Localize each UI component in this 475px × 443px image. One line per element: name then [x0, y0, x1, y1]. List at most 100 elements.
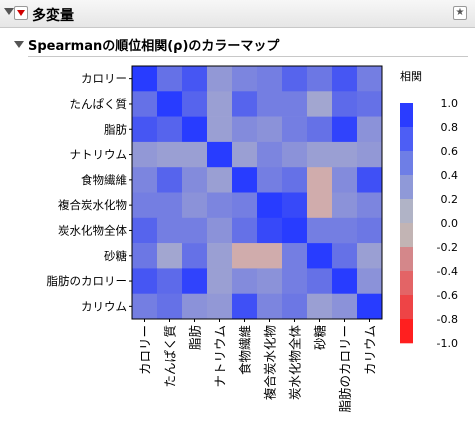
- heatmap-cell[interactable]: [207, 268, 233, 294]
- heatmap-cell[interactable]: [157, 268, 183, 294]
- heatmap-cell[interactable]: [182, 141, 208, 168]
- heatmap-cell[interactable]: [232, 141, 258, 168]
- heatmap-cell[interactable]: [332, 167, 358, 193]
- heatmap-cell[interactable]: [357, 192, 383, 219]
- heatmap-cell[interactable]: [332, 293, 358, 320]
- star-icon[interactable]: ★: [453, 6, 467, 20]
- heatmap-cell[interactable]: [157, 243, 183, 269]
- heatmap-cell[interactable]: [282, 66, 308, 92]
- heatmap-cell[interactable]: [257, 116, 283, 143]
- collapse-triangle-icon[interactable]: [4, 8, 14, 15]
- heatmap-cell[interactable]: [182, 192, 208, 219]
- heatmap-cell[interactable]: [132, 91, 158, 117]
- heatmap-cell[interactable]: [182, 217, 208, 244]
- heatmap-cell[interactable]: [282, 116, 308, 143]
- heatmap-cell[interactable]: [207, 243, 233, 269]
- multivariate-header[interactable]: 多変量 ★: [0, 0, 475, 28]
- heatmap-cell[interactable]: [132, 192, 158, 219]
- heatmap-cell[interactable]: [207, 91, 233, 117]
- heatmap-cell[interactable]: [207, 217, 233, 244]
- heatmap-cell[interactable]: [307, 141, 333, 168]
- heatmap-cell[interactable]: [357, 293, 383, 320]
- heatmap-cell[interactable]: [257, 217, 283, 244]
- heatmap-cell[interactable]: [282, 268, 308, 294]
- heatmap-cell[interactable]: [357, 141, 383, 168]
- heatmap-cell[interactable]: [357, 167, 383, 193]
- heatmap-cell[interactable]: [307, 268, 333, 294]
- heatmap-cell[interactable]: [232, 192, 258, 219]
- heatmap-cell[interactable]: [182, 268, 208, 294]
- heatmap-cell[interactable]: [232, 268, 258, 294]
- heatmap-cell[interactable]: [307, 192, 333, 219]
- heatmap-cell[interactable]: [357, 217, 383, 244]
- heatmap-cell[interactable]: [357, 91, 383, 117]
- heatmap-cell[interactable]: [307, 91, 333, 117]
- heatmap-cell[interactable]: [157, 91, 183, 117]
- heatmap-cell[interactable]: [332, 141, 358, 168]
- heatmap-cell[interactable]: [332, 192, 358, 219]
- heatmap-cell[interactable]: [257, 167, 283, 193]
- heatmap-cell[interactable]: [282, 243, 308, 269]
- heatmap-cell[interactable]: [157, 192, 183, 219]
- heatmap-cell[interactable]: [182, 91, 208, 117]
- heatmap-cell[interactable]: [282, 167, 308, 193]
- heatmap-cell[interactable]: [132, 66, 158, 92]
- collapse-triangle-icon[interactable]: [14, 41, 24, 48]
- heatmap-cell[interactable]: [182, 243, 208, 269]
- heatmap-cell[interactable]: [182, 116, 208, 143]
- heatmap-cell[interactable]: [357, 268, 383, 294]
- heatmap-cell[interactable]: [307, 243, 333, 269]
- heatmap-cell[interactable]: [332, 268, 358, 294]
- heatmap-cell[interactable]: [357, 243, 383, 269]
- heatmap-cell[interactable]: [282, 217, 308, 244]
- heatmap-cell[interactable]: [182, 167, 208, 193]
- heatmap-cell[interactable]: [332, 91, 358, 117]
- heatmap-cell[interactable]: [157, 293, 183, 320]
- heatmap-cell[interactable]: [132, 141, 158, 168]
- heatmap-cell[interactable]: [257, 293, 283, 320]
- heatmap-cell[interactable]: [282, 141, 308, 168]
- heatmap-cell[interactable]: [357, 116, 383, 143]
- heatmap-cell[interactable]: [232, 217, 258, 244]
- heatmap-cell[interactable]: [132, 293, 158, 320]
- heatmap-cell[interactable]: [257, 192, 283, 219]
- heatmap-cell[interactable]: [332, 217, 358, 244]
- heatmap-cell[interactable]: [257, 243, 283, 269]
- heatmap-cell[interactable]: [257, 91, 283, 117]
- heatmap-cell[interactable]: [282, 91, 308, 117]
- heatmap-cell[interactable]: [207, 141, 233, 168]
- heatmap-cell[interactable]: [232, 116, 258, 143]
- heatmap-cell[interactable]: [307, 116, 333, 143]
- heatmap-cell[interactable]: [182, 66, 208, 92]
- heatmap-cell[interactable]: [282, 192, 308, 219]
- heatmap-cell[interactable]: [207, 116, 233, 143]
- heatmap-cell[interactable]: [307, 217, 333, 244]
- heatmap-cell[interactable]: [307, 293, 333, 320]
- heatmap-cell[interactable]: [132, 243, 158, 269]
- heatmap-cell[interactable]: [307, 167, 333, 193]
- heatmap-cell[interactable]: [257, 268, 283, 294]
- heatmap-cell[interactable]: [132, 217, 158, 244]
- heatmap-cell[interactable]: [157, 66, 183, 92]
- heatmap-cell[interactable]: [207, 66, 233, 92]
- red-triangle-menu-icon[interactable]: [14, 6, 28, 20]
- heatmap-cell[interactable]: [207, 192, 233, 219]
- heatmap-cell[interactable]: [232, 293, 258, 320]
- heatmap-cell[interactable]: [232, 167, 258, 193]
- heatmap-cell[interactable]: [132, 116, 158, 143]
- heatmap-cell[interactable]: [232, 91, 258, 117]
- heatmap-cell[interactable]: [207, 167, 233, 193]
- heatmap-cell[interactable]: [357, 66, 383, 92]
- heatmap-cell[interactable]: [232, 66, 258, 92]
- heatmap-cell[interactable]: [307, 66, 333, 92]
- colormap-section-header[interactable]: Spearmanの順位相関(ρ)のカラーマップ: [14, 35, 468, 57]
- heatmap-cell[interactable]: [157, 217, 183, 244]
- heatmap-cell[interactable]: [157, 167, 183, 193]
- heatmap-cell[interactable]: [257, 141, 283, 168]
- heatmap-cell[interactable]: [332, 243, 358, 269]
- heatmap-cell[interactable]: [332, 66, 358, 92]
- heatmap-cell[interactable]: [257, 66, 283, 92]
- heatmap-cell[interactable]: [232, 243, 258, 269]
- heatmap-cell[interactable]: [207, 293, 233, 320]
- heatmap-cell[interactable]: [157, 116, 183, 143]
